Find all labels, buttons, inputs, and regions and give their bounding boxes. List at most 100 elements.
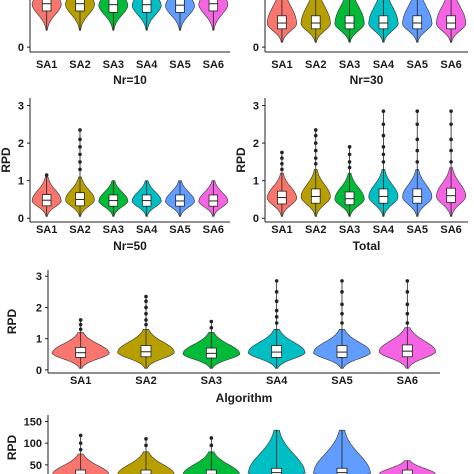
- panel-total: 0 1 2 3 RPD SA1 SA2 SA3 SA4 SA5 SA6 Total: [234, 98, 468, 253]
- outlier-point: [347, 152, 352, 157]
- y-tick-label: 3: [36, 271, 42, 283]
- outlier-point: [78, 433, 83, 438]
- outlier-point: [144, 299, 148, 304]
- panel-algorithm: 0 1 2 3 RPD SA1 SA2 SA3 SA4 SA5 SA6 Algorithm: [5, 270, 440, 405]
- x-tick-label: SA5: [331, 375, 352, 387]
- y-tick-label: 3: [18, 101, 24, 113]
- outlier-point: [381, 109, 386, 113]
- outlier-point: [340, 302, 344, 307]
- outlier-point: [144, 311, 148, 316]
- outlier-point: [381, 152, 386, 157]
- box-sa3: [108, 0, 119, 13]
- x-axis-label: Algorithm: [216, 391, 273, 405]
- outlier-point: [449, 109, 453, 113]
- box-sa2: [140, 345, 152, 358]
- x-tick-label: SA2: [305, 59, 326, 71]
- outlier-point: [415, 148, 420, 153]
- outlier-point: [144, 294, 148, 299]
- x-tick-label: SA6: [397, 375, 418, 387]
- outlier-point: [340, 311, 344, 316]
- x-tick-label: SA4: [266, 375, 288, 387]
- y-axis-label: RPD: [0, 147, 13, 173]
- outlier-point: [274, 290, 279, 294]
- x-tick-label: SA4: [373, 224, 395, 236]
- x-tick-label: SA2: [135, 375, 156, 387]
- y-tick-label: 0: [18, 42, 24, 54]
- outlier-point: [209, 436, 214, 440]
- outlier-point: [415, 109, 420, 113]
- y-tick-label: 0: [253, 42, 259, 54]
- outlier-point: [313, 141, 318, 145]
- x-tick-label: SA4: [136, 224, 158, 236]
- x-tick-label: SA2: [69, 224, 90, 236]
- box-sa4: [271, 467, 283, 474]
- outlier-point: [78, 318, 83, 322]
- outlier-point: [78, 137, 82, 142]
- x-tick-label: SA5: [407, 224, 428, 236]
- y-tick-label: 150: [24, 417, 42, 429]
- outlier-point: [78, 145, 82, 149]
- x-tick-label: SA3: [103, 224, 124, 236]
- outlier-point: [405, 321, 410, 325]
- x-tick-label: SA3: [201, 375, 222, 387]
- x-tick-label: SA2: [305, 224, 326, 236]
- outlier-point: [405, 290, 410, 294]
- y-axis-label: RPD: [5, 435, 19, 461]
- box-sa2: [140, 469, 152, 474]
- outlier-point: [313, 161, 318, 166]
- panel-nr50: 0 1 2 3 RPD SA1 SA2 SA3 SA4 SA5 SA6 Nr=50: [0, 98, 230, 253]
- x-tick-label: SA1: [271, 59, 292, 71]
- outlier-point: [78, 441, 83, 445]
- y-tick-label: 0: [36, 365, 42, 377]
- outlier-point: [449, 148, 453, 153]
- outlier-point: [274, 299, 279, 304]
- box-sa2: [310, 15, 321, 30]
- y-axis-label: RPD: [5, 309, 19, 335]
- outlier-point: [209, 319, 214, 324]
- x-tick-label: SA3: [339, 59, 360, 71]
- y-tick-label: 50: [30, 460, 42, 472]
- box-sa5: [412, 15, 423, 30]
- box-sa4: [378, 15, 389, 30]
- outlier-point: [78, 447, 83, 452]
- x-tick-label: SA5: [169, 59, 190, 71]
- y-tick-label: 2: [253, 138, 259, 150]
- outlier-point: [144, 443, 148, 448]
- outlier-point: [78, 128, 82, 132]
- x-axis-label: Total: [353, 239, 381, 253]
- box-sa5: [175, 0, 185, 13]
- outlier-point: [405, 302, 410, 307]
- outlier-point: [313, 148, 318, 153]
- outlier-point: [280, 150, 284, 155]
- outlier-point: [347, 145, 352, 149]
- box-sa6: [401, 469, 413, 474]
- box-sa1: [75, 469, 87, 474]
- box-sa6: [446, 15, 456, 30]
- x-tick-label: SA5: [407, 59, 428, 71]
- y-tick-label: 1: [253, 176, 259, 188]
- outlier-point: [280, 156, 284, 160]
- outlier-point: [381, 133, 386, 138]
- box-sa3: [205, 469, 217, 474]
- outlier-point: [313, 133, 318, 138]
- outlier-point: [340, 321, 344, 325]
- outlier-point: [415, 160, 420, 164]
- box-sa4: [141, 0, 152, 13]
- x-tick-label: SA1: [271, 224, 292, 236]
- box-sa5: [336, 345, 348, 358]
- x-tick-label: SA4: [373, 59, 395, 71]
- x-tick-label: SA4: [136, 59, 158, 71]
- y-tick-label: 0: [18, 213, 24, 225]
- x-tick-label: SA3: [103, 59, 124, 71]
- outlier-point: [280, 167, 284, 172]
- outlier-point: [144, 437, 148, 441]
- outlier-point: [78, 160, 82, 164]
- outlier-point: [209, 325, 214, 330]
- y-tick-label: 1: [18, 176, 24, 188]
- box-sa5: [336, 467, 348, 474]
- outlier-point: [78, 167, 82, 172]
- box-sa3: [344, 15, 355, 30]
- outlier-point: [274, 321, 279, 325]
- box-sa2: [75, 0, 85, 12]
